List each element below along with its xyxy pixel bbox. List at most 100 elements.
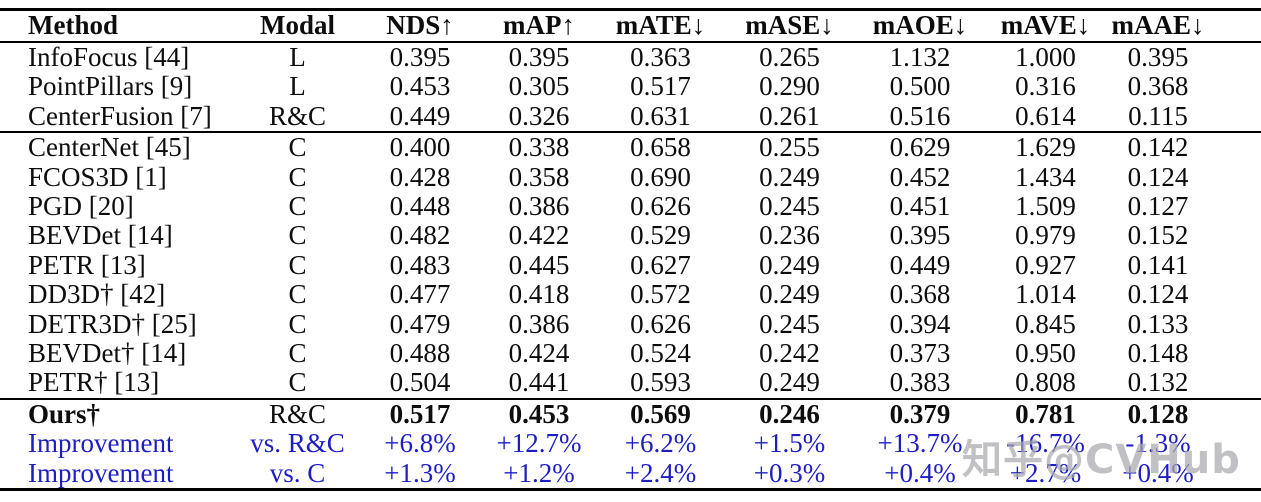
cell-value: 0.627 bbox=[630, 249, 691, 280]
cell-value: 0.500 bbox=[889, 71, 951, 102]
cell-value: 0.395 bbox=[389, 42, 451, 72]
cell-method: DETR3D† [25] bbox=[28, 308, 197, 339]
cell-value: +6.2% bbox=[624, 428, 697, 459]
cell-modal: C bbox=[288, 308, 307, 339]
column-header-mase: mASE↓ bbox=[723, 8, 856, 43]
cell-value: 0.249 bbox=[759, 367, 820, 398]
cell-value: 0.127 bbox=[1127, 191, 1189, 222]
cell-value: 0.614 bbox=[1015, 100, 1076, 131]
cell-value: -1.3% bbox=[1125, 428, 1191, 459]
cell-method: BEVDet† [14] bbox=[28, 338, 187, 369]
table-section-lidar-radar-methods: InfoFocus [44] L 0.395 0.395 0.363 0.265 1.132… bbox=[0, 42, 1261, 133]
cell-value: +13.7% bbox=[877, 428, 963, 459]
table-row: BEVDet [14] C 0.482 0.422 0.529 0.236 0.395 0.9… bbox=[0, 220, 1261, 251]
cell-value: 0.152 bbox=[1127, 220, 1189, 251]
cell-value: 0.781 bbox=[1015, 398, 1076, 429]
cell-value: 0.488 bbox=[389, 338, 451, 369]
cell-value: 0.124 bbox=[1127, 161, 1189, 192]
cell-modal: C bbox=[288, 279, 307, 310]
cell-value: 0.245 bbox=[759, 191, 820, 222]
cell-value: 0.808 bbox=[1015, 367, 1076, 398]
cell-value: 0.453 bbox=[389, 71, 451, 102]
cell-value: 0.395 bbox=[508, 42, 570, 72]
cell-value: 0.524 bbox=[630, 338, 691, 369]
cell-value: 0.483 bbox=[389, 249, 451, 280]
table-row: PETR [13] C 0.483 0.445 0.627 0.249 0.449 0.927… bbox=[0, 249, 1261, 280]
cell-value: 0.245 bbox=[759, 308, 820, 339]
cell-value: 0.383 bbox=[889, 367, 951, 398]
table-row: InfoFocus [44] L 0.395 0.395 0.363 0.265 1.132… bbox=[0, 42, 1261, 72]
cell-value: 0.373 bbox=[889, 338, 951, 369]
cell-value: 0.517 bbox=[630, 71, 691, 102]
cell-value: 0.445 bbox=[508, 249, 570, 280]
cell-modal: L bbox=[289, 71, 306, 102]
cell-method: PETR [13] bbox=[28, 249, 146, 280]
column-header-maoe: mAOE↓ bbox=[856, 8, 984, 43]
cell-value: 0.358 bbox=[508, 161, 570, 192]
cell-value: 0.626 bbox=[630, 191, 691, 222]
table-section-ours-and-improvement: Ours† R&C 0.517 0.453 0.569 0.246 0.379 0.781 0.… bbox=[0, 399, 1261, 490]
cell-value: +0.4% bbox=[1122, 457, 1194, 488]
cell-value: 0.379 bbox=[889, 398, 951, 429]
cell-value: 0.451 bbox=[889, 191, 951, 222]
cell-value: 0.133 bbox=[1127, 308, 1189, 339]
table-row: Improvement vs. R&C +6.8% +12.7% +6.2% +1.5% +… bbox=[0, 428, 1261, 459]
cell-value: 0.428 bbox=[389, 161, 451, 192]
cell-value: 0.265 bbox=[759, 42, 820, 72]
cell-value: 0.516 bbox=[889, 100, 951, 131]
cell-method: CenterFusion [7] bbox=[28, 100, 212, 131]
cell-modal: L bbox=[289, 42, 306, 72]
cell-value: 0.593 bbox=[630, 367, 691, 398]
cell-value: 0.658 bbox=[630, 132, 691, 163]
cell-modal: C bbox=[288, 367, 307, 398]
cell-value: 1.509 bbox=[1015, 191, 1076, 222]
cell-value: 1.014 bbox=[1015, 279, 1076, 310]
cell-value: -16.7% bbox=[1006, 428, 1085, 459]
cell-value: 0.517 bbox=[389, 398, 451, 429]
cell-method: PointPillars [9] bbox=[28, 71, 193, 102]
cell-value: 1.132 bbox=[889, 42, 951, 72]
cell-modal: vs. C bbox=[269, 457, 326, 488]
cell-value: 0.979 bbox=[1015, 220, 1076, 251]
cell-value: 0.448 bbox=[389, 191, 451, 222]
cell-value: 0.386 bbox=[508, 308, 570, 339]
cell-value: 0.368 bbox=[1127, 71, 1189, 102]
table-row: DD3D† [42] C 0.477 0.418 0.572 0.249 0.368 1.01… bbox=[0, 279, 1261, 310]
cell-value: +12.7% bbox=[496, 428, 582, 459]
table-section-camera-methods: CenterNet [45] C 0.400 0.338 0.658 0.255 0.629… bbox=[0, 132, 1261, 399]
cell-value: +0.4% bbox=[884, 457, 956, 488]
cell-value: 0.261 bbox=[759, 100, 820, 131]
cell-value: 0.572 bbox=[630, 279, 691, 310]
cell-value: 0.927 bbox=[1015, 249, 1076, 280]
cell-value: 0.400 bbox=[389, 132, 451, 163]
cell-value: 0.441 bbox=[508, 367, 570, 398]
cell-value: 1.434 bbox=[1015, 161, 1076, 192]
cell-value: 0.142 bbox=[1127, 132, 1189, 163]
cell-value: 0.148 bbox=[1127, 338, 1189, 369]
cell-modal: vs. R&C bbox=[250, 428, 345, 459]
column-header-method: Method bbox=[0, 8, 235, 43]
cell-value: 0.246 bbox=[759, 398, 820, 429]
cell-value: +0.3% bbox=[753, 457, 826, 488]
cell-modal: R&C bbox=[268, 398, 327, 429]
cell-value: 0.290 bbox=[759, 71, 820, 102]
cell-modal: R&C bbox=[268, 100, 327, 131]
cell-value: 0.316 bbox=[1015, 71, 1076, 102]
cell-value: 0.482 bbox=[389, 220, 451, 251]
cell-method: PETR† [13] bbox=[28, 367, 160, 398]
cell-modal: C bbox=[288, 161, 307, 192]
cell-modal: C bbox=[288, 249, 307, 280]
column-header-modal: Modal bbox=[235, 8, 360, 43]
cell-value: 1.629 bbox=[1015, 132, 1076, 163]
table-row: PGD [20] C 0.448 0.386 0.626 0.245 0.451 1.509 0… bbox=[0, 191, 1261, 222]
table-top-rule bbox=[0, 8, 1261, 11]
cell-value: +1.2% bbox=[503, 457, 575, 488]
column-header-map: mAP↑ bbox=[480, 8, 598, 43]
cell-value: 0.629 bbox=[889, 132, 951, 163]
cell-value: 0.249 bbox=[759, 249, 820, 280]
cell-value: 0.424 bbox=[508, 338, 570, 369]
cell-value: 0.418 bbox=[508, 279, 570, 310]
cell-modal: C bbox=[288, 220, 307, 251]
cell-value: 0.249 bbox=[759, 161, 820, 192]
cell-method: BEVDet [14] bbox=[28, 220, 173, 251]
